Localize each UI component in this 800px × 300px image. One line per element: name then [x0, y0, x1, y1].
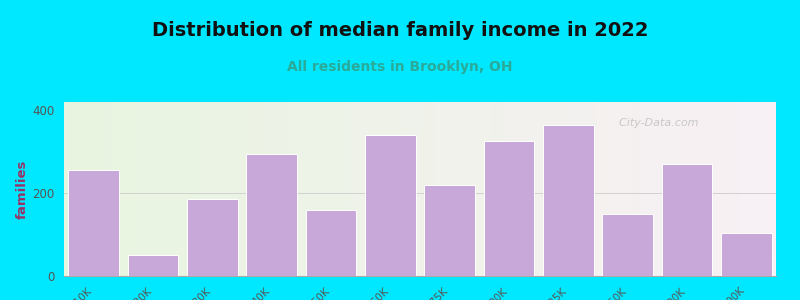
Text: Distribution of median family income in 2022: Distribution of median family income in …: [152, 21, 648, 40]
Bar: [365, 135, 415, 276]
Bar: [69, 170, 119, 276]
Bar: [306, 210, 356, 276]
Bar: [543, 125, 594, 276]
Text: All residents in Brooklyn, OH: All residents in Brooklyn, OH: [287, 60, 513, 74]
Bar: [425, 185, 475, 276]
Bar: [187, 200, 238, 276]
Bar: [662, 164, 712, 276]
Bar: [484, 141, 534, 276]
Text: City-Data.com: City-Data.com: [612, 118, 698, 128]
Y-axis label: families: families: [16, 159, 30, 219]
Bar: [602, 214, 653, 276]
Bar: [721, 232, 771, 276]
Bar: [246, 154, 297, 276]
Bar: [128, 255, 178, 276]
